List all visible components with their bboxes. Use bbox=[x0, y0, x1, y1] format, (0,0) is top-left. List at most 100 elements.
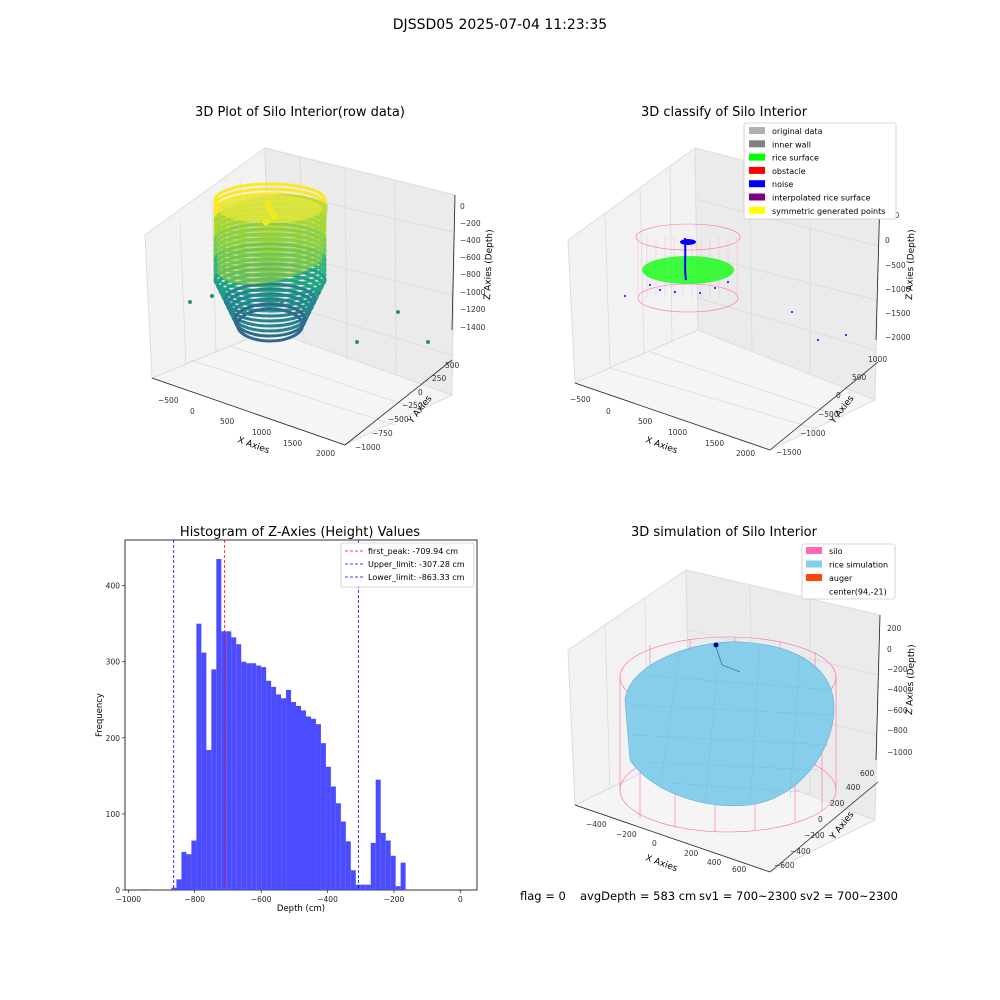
x-tick-label: −200 bbox=[384, 895, 405, 904]
raw-point-cloud bbox=[188, 182, 430, 344]
point-band bbox=[233, 302, 307, 338]
x-tick-label: 1000 bbox=[668, 428, 687, 437]
legend-label: first_peak: -709.94 cm bbox=[368, 547, 458, 556]
legend-label: interpolated rice surface bbox=[772, 194, 870, 203]
z-tick-label: 200 bbox=[887, 624, 902, 633]
y-tick-label: −200 bbox=[804, 831, 825, 840]
histogram-bar bbox=[261, 667, 267, 890]
histogram-bar bbox=[206, 750, 212, 890]
data-point bbox=[396, 310, 400, 314]
x-tick-label: 1500 bbox=[283, 439, 302, 448]
histogram-bar bbox=[281, 698, 287, 890]
histogram-bar bbox=[286, 689, 292, 890]
histogram-bar bbox=[251, 663, 257, 890]
histogram-bar bbox=[196, 623, 202, 890]
legend-label: rice surface bbox=[772, 154, 819, 163]
z-tick-label: −600 bbox=[460, 253, 481, 262]
legend-swatch bbox=[749, 153, 765, 161]
x-tick-label: −400 bbox=[317, 895, 338, 904]
histogram-title: Histogram of Z-Axies (Height) Values bbox=[180, 525, 420, 540]
legend-label: Upper_limit: -307.28 cm bbox=[368, 560, 465, 569]
panel-histogram: Histogram of Z-Axies (Height) Values −10… bbox=[95, 525, 478, 914]
legend-frame bbox=[743, 122, 897, 220]
legend-label: original data bbox=[772, 127, 823, 136]
noise-point bbox=[791, 311, 793, 313]
data-point bbox=[262, 218, 270, 226]
z-axis: Z Axies (Depth) bbox=[451, 194, 495, 331]
legend-label: symmetric generated points bbox=[772, 207, 885, 216]
y-tick-label: 200 bbox=[830, 799, 845, 808]
data-point bbox=[243, 310, 247, 314]
y-tick-label: 100 bbox=[106, 810, 121, 819]
legend-swatch bbox=[749, 140, 765, 148]
y-tick-label: 200 bbox=[106, 734, 121, 743]
x-tick-label: 400 bbox=[707, 858, 722, 867]
x-tick-label: 1500 bbox=[705, 439, 724, 448]
rice-mesh bbox=[629, 642, 834, 806]
y-tick-label: −750 bbox=[372, 429, 393, 438]
x-tick-label: −500 bbox=[570, 395, 591, 404]
noise-point bbox=[659, 289, 661, 291]
z-tick-label: −1000 bbox=[887, 748, 913, 757]
histogram-bar bbox=[266, 680, 272, 890]
x-tick-label: −1000 bbox=[116, 895, 142, 904]
point-band bbox=[228, 292, 312, 328]
y-tick-label: 600 bbox=[860, 769, 875, 778]
histogram-bar bbox=[385, 840, 391, 890]
y-tick-label: 400 bbox=[106, 582, 121, 591]
y-tick-labels: 0 100 200 300 400 bbox=[106, 582, 125, 895]
z-tick-label: 0 bbox=[887, 645, 892, 654]
data-point bbox=[210, 294, 214, 298]
legend-frame bbox=[801, 543, 896, 600]
histogram-bar bbox=[400, 862, 406, 890]
legend-label: Lower_limit: -863.33 cm bbox=[368, 573, 465, 582]
legend-swatch bbox=[749, 206, 765, 214]
noise-point bbox=[727, 281, 729, 283]
x-tick-label: −800 bbox=[184, 895, 205, 904]
data-point bbox=[266, 206, 274, 214]
histogram-bar bbox=[276, 694, 282, 890]
histogram-bar bbox=[350, 870, 356, 890]
histogram-bar bbox=[305, 716, 311, 890]
point-band bbox=[226, 287, 314, 323]
x-axis-label: Depth (cm) bbox=[277, 904, 325, 914]
x-tick-label: 1000 bbox=[252, 428, 271, 437]
legend-swatch bbox=[806, 547, 822, 554]
histogram-reference-lines bbox=[173, 540, 359, 890]
x-tick-label: 200 bbox=[684, 849, 699, 858]
x-tick-label: 0 bbox=[458, 895, 463, 904]
simulation-legend: silo rice simulation auger center(94,-21) bbox=[801, 543, 896, 600]
histogram-bar bbox=[201, 652, 207, 890]
data-point bbox=[264, 200, 272, 208]
histogram-bar bbox=[296, 705, 301, 890]
x-tick-label: 0 bbox=[190, 407, 195, 416]
classify-legend: original data inner wall rice surface obsta… bbox=[743, 122, 897, 220]
y-tick-label: 500 bbox=[445, 361, 460, 370]
histogram-legend: first_peak: -709.94 cm Upper_limit: -307.… bbox=[340, 542, 475, 588]
tick-labels: −500 0 500 1000 1500 2000 −1000 −750 −500 −250 0 25… bbox=[158, 202, 486, 458]
y-tick-label: 300 bbox=[106, 658, 121, 667]
rice-surface-points bbox=[642, 256, 734, 284]
data-point bbox=[280, 300, 284, 304]
noise-point bbox=[624, 295, 626, 297]
z-tick-label: −1400 bbox=[460, 323, 486, 332]
legend-swatch bbox=[749, 193, 765, 201]
classified-point-cloud bbox=[624, 223, 847, 341]
z-tick-label: −400 bbox=[460, 236, 481, 245]
z-axis-label: Z Axies (Depth) bbox=[905, 229, 917, 300]
z-axis: Z Axies (Depth) bbox=[875, 614, 917, 761]
histogram-bar bbox=[310, 718, 316, 890]
histogram-bar bbox=[186, 854, 192, 890]
noise-point bbox=[817, 339, 819, 341]
legend-label: auger bbox=[829, 574, 853, 583]
histogram-bar bbox=[211, 669, 217, 890]
y-tick-label: 0 bbox=[818, 815, 823, 824]
avg-depth-text: avgDepth = 583 cm bbox=[580, 889, 697, 903]
x-axis-label: X Axies bbox=[644, 853, 679, 874]
histogram-bar bbox=[291, 702, 297, 890]
histogram-bar bbox=[365, 884, 371, 890]
panel-raw-title: 3D Plot of Silo Interior(row data) bbox=[195, 105, 405, 120]
histogram-bar bbox=[390, 855, 396, 890]
legend-frame bbox=[340, 542, 475, 588]
legend-label: noise bbox=[772, 180, 793, 189]
